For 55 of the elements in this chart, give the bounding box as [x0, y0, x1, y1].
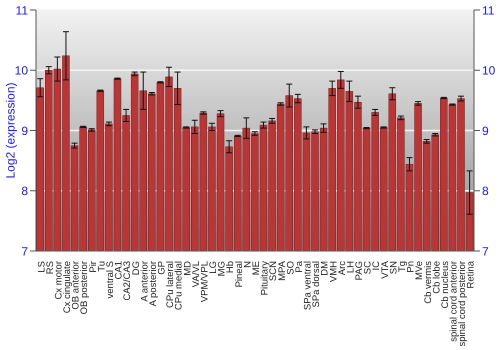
- x-tick-label: VTA: [380, 260, 391, 279]
- x-tick-label: SO: [285, 261, 296, 275]
- x-tick-label: RS: [44, 261, 56, 274]
- y-tick-label: 9: [21, 124, 28, 138]
- x-tick-label: OB posterior: [79, 261, 90, 314]
- x-tick-label: Tu: [96, 261, 108, 272]
- x-tick-label: Retina: [466, 260, 477, 288]
- x-tick-label: OB anterior: [70, 261, 82, 310]
- x-tick-label: Cb vermis: [422, 260, 434, 304]
- x-tick-label: LG: [208, 261, 220, 274]
- y-tick-label: 10: [14, 64, 28, 78]
- x-tick-label: ME: [251, 261, 262, 276]
- x-tick-label: VA/VL: [190, 261, 202, 288]
- x-tick-label: Pir: [88, 261, 99, 273]
- x-tick-label: LS: [36, 261, 48, 273]
- x-tick-label: Cb nucleus: [440, 260, 451, 309]
- x-tick-label: SPa dorsal: [311, 261, 322, 308]
- y2-tick-label: 10: [482, 64, 496, 78]
- y-tick-label: 8: [21, 184, 28, 198]
- x-tick-label: A anterior: [139, 261, 150, 302]
- x-tick-label: SCN: [268, 260, 280, 282]
- y-axis-title: Log2 (expression): [3, 82, 18, 179]
- x-tick-label: Pa: [294, 260, 305, 273]
- x-tick-label: N: [242, 260, 254, 268]
- x-tick-label: IC: [371, 260, 382, 270]
- x-tick-label: GP: [156, 261, 168, 275]
- x-tick-label: Pn: [406, 261, 417, 273]
- x-tick-label: SN: [388, 260, 400, 274]
- x-tick-label: CPu medial: [174, 261, 185, 310]
- x-tick-label: MPA: [276, 260, 288, 281]
- y2-tick-label: 9: [482, 124, 489, 138]
- x-tick-label: Cb lobe: [431, 261, 442, 294]
- x-tick-label: Cx motor: [53, 261, 64, 300]
- x-tick-label: ventral S: [105, 261, 116, 298]
- x-tick-label: LH: [345, 260, 356, 274]
- x-tick-label: VMH: [328, 260, 340, 282]
- y2-tick-label: 7: [482, 244, 489, 258]
- x-tick-label: MVe: [414, 261, 426, 280]
- x-tick-label: DG: [130, 261, 142, 276]
- x-tick-label: VPM/VPL: [199, 261, 210, 302]
- y2-tick-label: 11: [482, 3, 495, 18]
- x-tick-label: Hb: [225, 261, 236, 274]
- x-tick-label: A posterior: [148, 261, 159, 306]
- x-tick-label: spinal cord anterior: [448, 261, 460, 342]
- y2-tick-label: 8: [482, 184, 489, 198]
- y-tick-label: 11: [16, 3, 28, 18]
- x-tick-label: MD: [182, 260, 194, 276]
- x-tick-label: Pituitary: [260, 260, 271, 296]
- x-tick-label: Tg: [397, 261, 408, 272]
- x-tick-label: Arc: [336, 260, 348, 276]
- x-tick-label: CA2/CA3: [122, 261, 134, 301]
- x-tick-label: DM: [320, 260, 331, 276]
- y-tick-label: 7: [21, 244, 28, 258]
- x-tick-label: spinal cord posterior: [457, 261, 468, 347]
- x-tick-label: Pineal: [234, 261, 245, 288]
